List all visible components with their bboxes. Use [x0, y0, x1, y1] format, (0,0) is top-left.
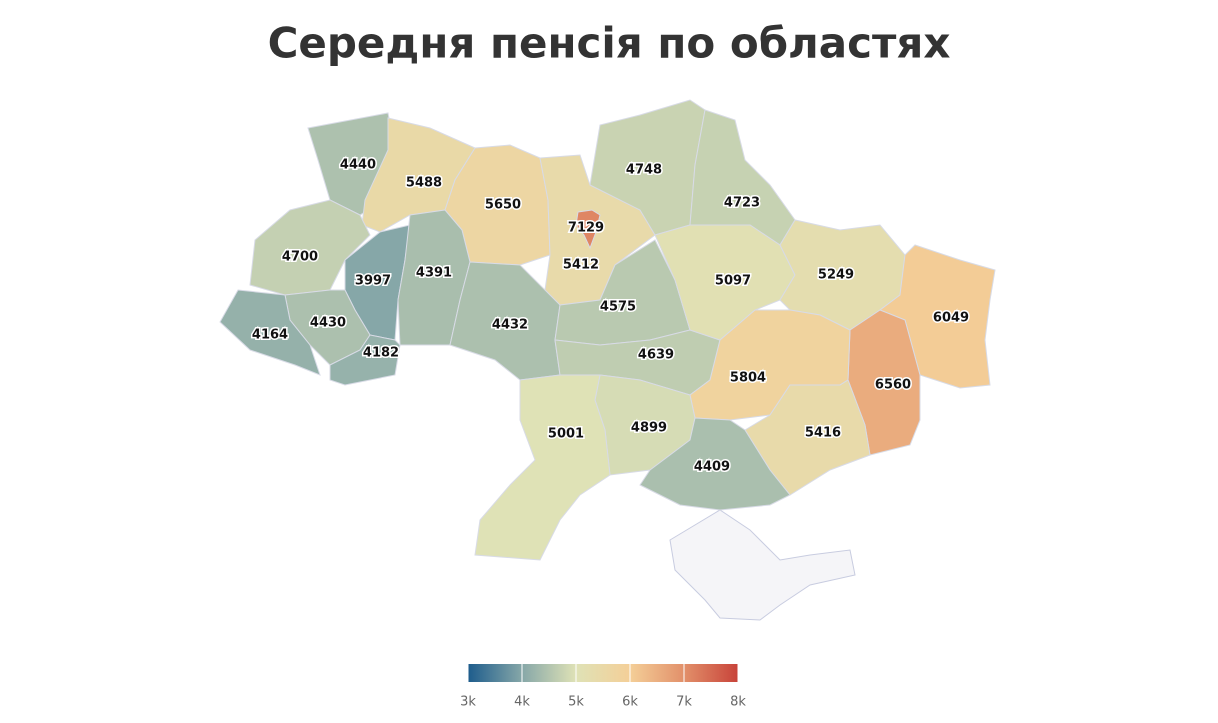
legend-tick-label: 4k	[514, 695, 530, 710]
value-label: 4639	[638, 348, 674, 363]
legend-tick-label: 7k	[676, 695, 692, 710]
legend-bar	[468, 664, 738, 682]
legend-tick-label: 5k	[568, 695, 584, 710]
value-label: 4432	[492, 318, 528, 333]
legend-tick-label: 6k	[622, 695, 638, 710]
value-label: 4575	[600, 300, 636, 315]
region	[639, 417, 791, 511]
value-label: 5804	[730, 371, 766, 386]
value-label: 4182	[363, 346, 399, 361]
region	[219, 289, 321, 376]
value-label: 3997	[355, 274, 391, 289]
value-label: 6049	[933, 311, 969, 326]
value-label: 5650	[485, 198, 521, 213]
chart-title: Середня пенсія по областях	[268, 19, 951, 68]
value-label: 7129	[568, 221, 604, 236]
region	[575, 209, 601, 250]
region	[249, 199, 371, 296]
value-label: 4164	[252, 328, 288, 343]
value-label: 6560	[875, 378, 911, 393]
value-label: 4723	[724, 196, 760, 211]
value-label: 5249	[818, 268, 854, 283]
value-label: 4748	[626, 163, 662, 178]
value-label: 5416	[805, 426, 841, 441]
value-label: 4440	[340, 158, 376, 173]
crimea	[669, 509, 856, 621]
region	[329, 334, 401, 386]
legend-tick-label: 3k	[460, 695, 476, 710]
value-label: 5488	[406, 176, 442, 191]
value-label: 4899	[631, 421, 667, 436]
value-label: 4700	[282, 250, 318, 265]
legend-tick-label: 8k	[730, 695, 746, 710]
value-label: 4430	[310, 316, 346, 331]
value-label: 5097	[715, 274, 751, 289]
region	[474, 374, 611, 561]
value-label: 4391	[416, 266, 452, 281]
value-label: 4409	[694, 460, 730, 475]
value-label: 5001	[548, 427, 584, 442]
value-label: 5412	[563, 258, 599, 273]
